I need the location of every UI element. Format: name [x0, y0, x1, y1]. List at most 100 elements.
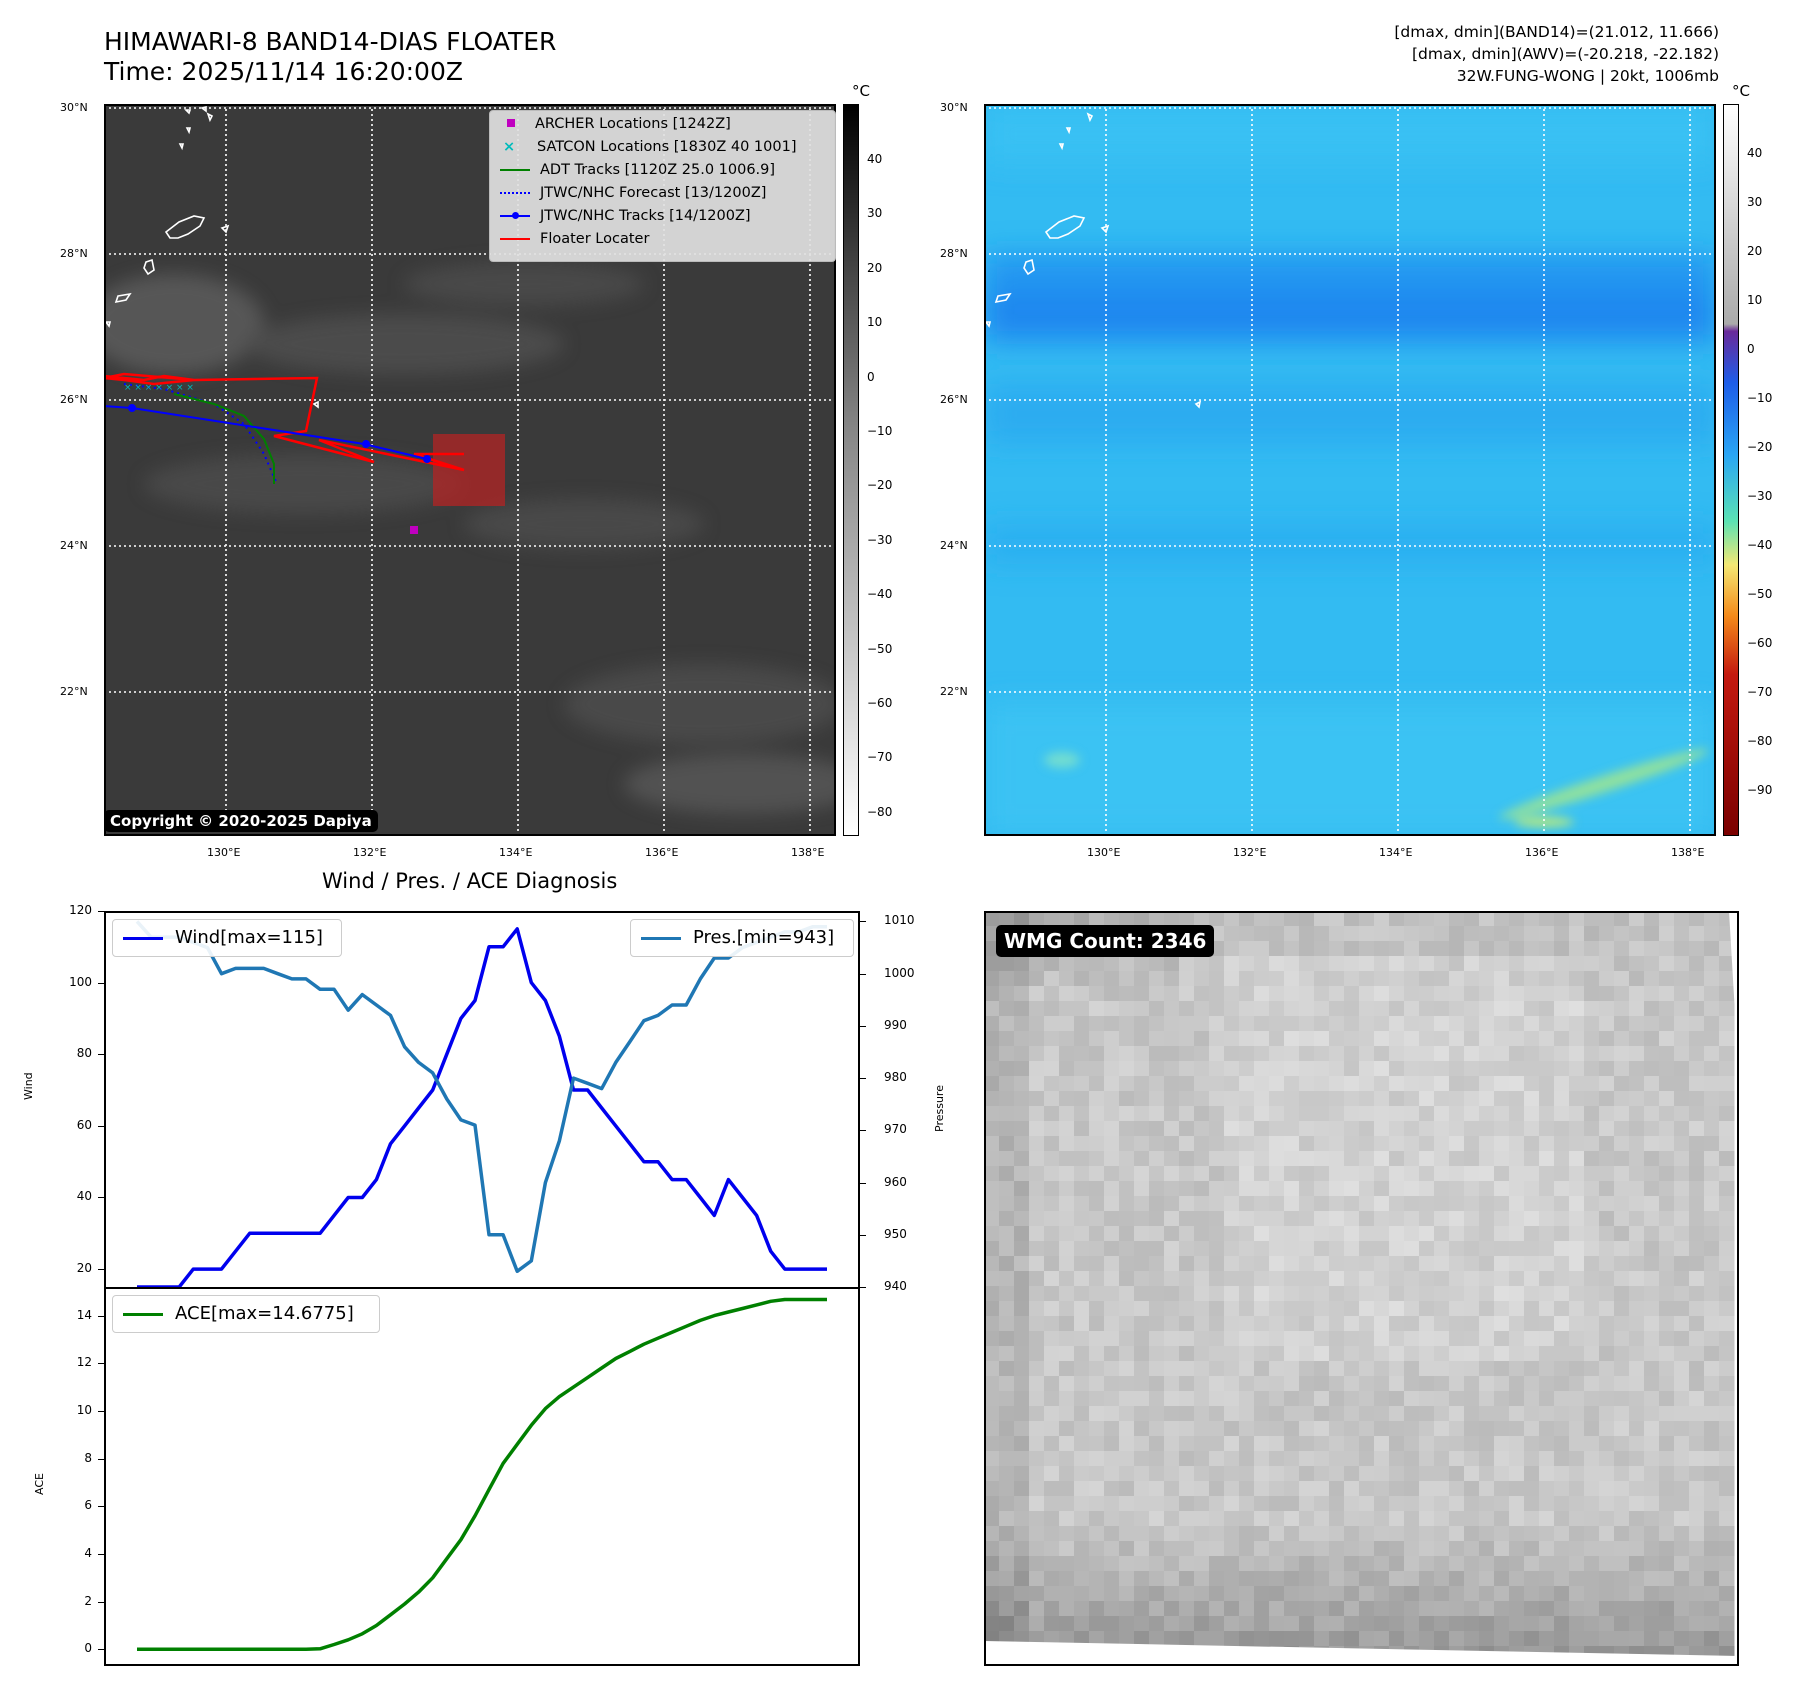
pressure-tick-mark: [860, 1182, 866, 1184]
wind-tick-mark: [98, 1197, 104, 1199]
awv-map-image: [984, 104, 1716, 836]
legend-floater: Floater Locater: [500, 231, 649, 247]
ace-tick-mark: [98, 1506, 104, 1508]
plot-title-line2: Time: 2025/11/14 16:20:00Z: [104, 57, 463, 86]
legend-tracks: JTWC/NHC Tracks [14/1200Z]: [500, 208, 751, 224]
wmg-frame: [984, 911, 1739, 1666]
pressure-tick-label: 970: [884, 1122, 907, 1137]
wind-tick-label: 60: [76, 1117, 92, 1132]
colorbar-tick-label: −60: [867, 696, 893, 710]
colorbar-tick-label: −20: [1747, 440, 1773, 454]
ace-legend-label: ACE[max=14.6775]: [175, 1303, 354, 1324]
colorbar-tick-label: 10: [867, 315, 883, 330]
colorbar-tick-label: −80: [1747, 734, 1773, 748]
colorbar-tick-label: −10: [867, 424, 893, 438]
lat-label: 26°N: [940, 393, 968, 406]
lon-label: 132°E: [1233, 846, 1267, 859]
colorbar-unit: °C: [1732, 82, 1750, 100]
info-line2: [dmax, dmin](AWV)=(-20.218, -22.182): [1412, 45, 1719, 63]
floater-box: [433, 434, 505, 506]
wind-legend-label: Wind[max=115]: [175, 927, 323, 948]
lat-label: 28°N: [940, 247, 968, 260]
map-legend: ARCHER Locations [1242Z] × SATCON Locatio…: [489, 110, 836, 262]
ir-map-frame: [104, 104, 836, 836]
wind-series-line: [137, 927, 827, 1287]
lon-label: 136°E: [645, 846, 679, 859]
lat-label: 24°N: [60, 539, 88, 552]
colorbar-tick-label: 20: [1747, 244, 1763, 258]
ace-tick-label: 14: [76, 1307, 92, 1322]
lon-label: 130°E: [1087, 846, 1121, 859]
colorbar-tick-label: 0: [1747, 342, 1755, 356]
archer-marker: [410, 526, 418, 534]
colorbar-tick-label: −50: [867, 641, 893, 656]
colorbar-tick-label: −10: [1747, 391, 1773, 405]
ir-colorbar: [843, 104, 859, 836]
wind-tick-mark: [98, 1054, 104, 1056]
wind-tick-label: 40: [76, 1189, 92, 1204]
lat-label: 24°N: [940, 539, 968, 552]
legend-archer: ARCHER Locations [1242Z]: [500, 116, 731, 132]
colorbar-tick-label: −60: [1747, 636, 1773, 650]
ace-legend: ACE[max=14.6775]: [112, 1295, 380, 1333]
awv-colorbar: [1723, 104, 1739, 836]
pressure-tick-mark: [860, 1287, 866, 1288]
wmg-edge-mask: [1724, 911, 1739, 1081]
lat-label: 28°N: [60, 247, 88, 260]
lon-label: 138°E: [1671, 846, 1705, 859]
ace-tick-mark: [98, 1649, 104, 1651]
colorbar-tick-label: −50: [1747, 587, 1773, 601]
lon-label: 134°E: [1379, 846, 1413, 859]
ace-tick-mark: [98, 1601, 104, 1603]
ace-tick-mark: [98, 1410, 104, 1412]
wind-tick-label: 100: [69, 974, 92, 989]
line-swatch-icon: [123, 1313, 163, 1316]
ace-tick-label: 8: [84, 1450, 92, 1465]
jtwc-track-point: [423, 455, 431, 463]
lon-label: 136°E: [1525, 846, 1559, 859]
pressure-tick-label: 1010: [884, 913, 915, 928]
pressure-tick-mark: [860, 921, 866, 923]
pressure-tick-label: 990: [884, 1017, 907, 1032]
legend-satcon: × SATCON Locations [1830Z 40 1001]: [503, 139, 797, 155]
ace-tick-label: 0: [84, 1641, 92, 1656]
ace-axis-label: ACE: [33, 1473, 46, 1495]
pressure-tick-mark: [860, 1078, 866, 1080]
colorbar-tick-label: −20: [867, 478, 893, 493]
dotted-line-swatch-icon: [500, 192, 530, 194]
lat-label: 30°N: [60, 101, 88, 114]
pressure-tick-label: 940: [884, 1279, 907, 1293]
lon-label: 138°E: [791, 846, 825, 859]
satcon-markers: × × × × × × ×: [124, 383, 194, 393]
lon-label: 134°E: [499, 846, 533, 859]
colorbar-unit: °C: [852, 82, 870, 100]
colorbar-tick-label: −70: [1747, 685, 1773, 699]
floater-locater-track: [104, 372, 465, 472]
colorbar-tick-label: −70: [867, 750, 893, 765]
colorbar-tick-label: 30: [867, 206, 883, 221]
wind-tick-mark: [98, 982, 104, 984]
colorbar-tick-label: 30: [1747, 195, 1763, 209]
colorbar-tick-label: 20: [867, 260, 883, 275]
svg-text:× × × × × × ×: × × × × × × ×: [124, 383, 194, 393]
ace-tick-label: 2: [84, 1593, 92, 1608]
wind-pressure-frame: [104, 911, 860, 1289]
pressure-legend-label: Pres.[min=943]: [693, 927, 835, 948]
ace-tick-label: 4: [84, 1545, 92, 1560]
colorbar-tick-label: −30: [1747, 489, 1773, 503]
ace-tick-mark: [98, 1553, 104, 1555]
lon-label: 130°E: [207, 846, 241, 859]
jtwc-track-point: [362, 440, 370, 448]
wind-legend: Wind[max=115]: [112, 919, 342, 957]
lat-label: 22°N: [60, 685, 88, 698]
wmg-edge-mask: [984, 1641, 1739, 1666]
awv-map-frame: [984, 104, 1716, 836]
pressure-tick-label: 1000: [884, 965, 915, 980]
diagnosis-title: Wind / Pres. / ACE Diagnosis: [322, 869, 618, 893]
line-swatch-icon: [500, 238, 530, 240]
ace-plot: [137, 1297, 827, 1652]
pressure-series-line: [135, 920, 827, 1274]
colorbar-tick-label: −40: [867, 587, 893, 602]
ace-tick-label: 12: [76, 1355, 92, 1370]
jtwc-track: [104, 405, 428, 460]
